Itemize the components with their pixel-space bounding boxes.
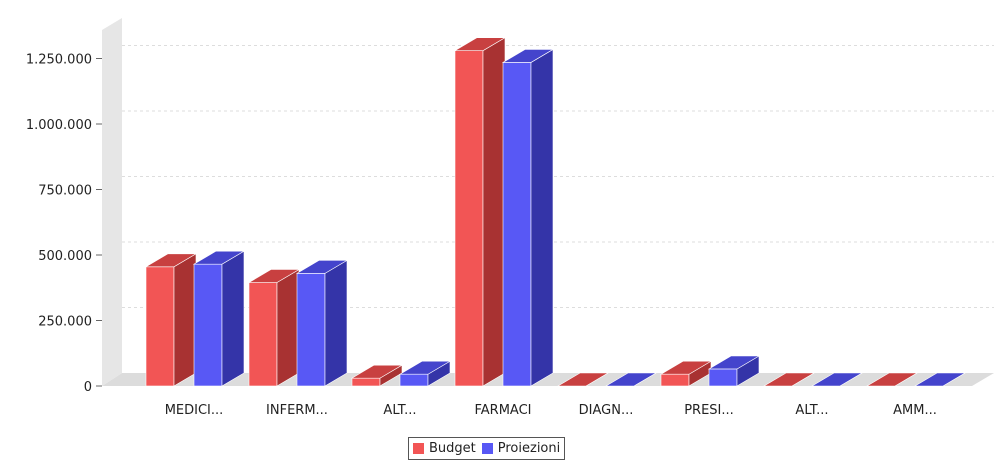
bar-front (660, 373, 690, 387)
y-tick-label: 0 (84, 380, 92, 395)
x-tick-label: DIAGN... (579, 403, 634, 418)
bar-front (708, 368, 738, 387)
bar-proiezioni (501, 48, 555, 387)
bar-budget (659, 360, 713, 387)
y-tick-label: 500.000 (38, 249, 92, 264)
bar-budget (453, 37, 507, 387)
legend-swatch-proiezioni (481, 443, 493, 454)
bar-side (221, 250, 245, 387)
bar-top (810, 372, 864, 387)
bar-budget (762, 372, 816, 387)
bar-front (502, 62, 532, 387)
bar-front (296, 273, 326, 387)
bar-top (604, 372, 658, 387)
bar-side (276, 268, 300, 387)
bar-proiezioni (192, 250, 246, 387)
legend-item-proiezioni: Proiezioni (481, 441, 561, 456)
bar-front (248, 282, 278, 387)
bar-top (865, 372, 919, 387)
bars (144, 37, 967, 387)
x-tick-label: FARMACI (474, 403, 531, 418)
bar-proiezioni (913, 372, 967, 387)
legend-item-budget: Budget (413, 441, 476, 456)
bar-top (144, 253, 198, 268)
bar-budget (144, 253, 198, 387)
bar-top (350, 364, 404, 379)
chart-legend: Budget Proiezioni (408, 437, 566, 460)
y-tick-label: 1.000.000 (26, 118, 92, 133)
x-axis-labels: MEDICI... INFERM... ALT... FARMACI DIAGN... P… (165, 403, 937, 418)
x-tick-label: AMM... (893, 403, 937, 418)
bar-proiezioni (707, 355, 761, 387)
bar-top (501, 49, 555, 63)
legend-swatch-budget (413, 443, 424, 454)
bar-front (399, 373, 429, 387)
y-axis: 0 250.000 500.000 750.000 1.000.000 1.250.000 (26, 53, 102, 395)
bar-top (247, 269, 301, 283)
bar-budget (556, 372, 610, 387)
legend-label-proiezioni: Proiezioni (497, 441, 561, 456)
bar-top (707, 355, 761, 370)
bar-side (173, 253, 197, 387)
bar-front (351, 377, 381, 387)
x-tick-label: ALT... (795, 403, 828, 418)
bar-front (454, 50, 484, 387)
bar-proiezioni (810, 372, 864, 387)
bar-top (398, 360, 452, 375)
bar-top (659, 360, 713, 375)
bar-side (482, 37, 506, 387)
bar-proiezioni (295, 259, 349, 387)
bar-proiezioni (604, 372, 658, 387)
bar-top (192, 250, 246, 265)
bar-side (324, 259, 348, 387)
bar-front (145, 266, 175, 387)
bar-side (530, 48, 554, 387)
x-tick-label: ALT... (383, 403, 416, 418)
grid-lines (122, 45, 994, 308)
bar-budget (865, 372, 919, 387)
bar-front (193, 263, 223, 387)
left-wall (102, 18, 122, 386)
legend-label-budget: Budget (429, 441, 476, 456)
y-tick-label: 250.000 (38, 315, 92, 330)
bar-top (556, 372, 610, 387)
x-tick-label: PRESI... (684, 403, 734, 418)
x-tick-label: MEDICI... (165, 403, 224, 418)
bar-top (295, 260, 349, 274)
bar-budget (350, 364, 404, 387)
y-tick-label: 1.250.000 (26, 53, 92, 68)
bar-top (913, 372, 967, 387)
bar-budget (247, 268, 301, 387)
bar-top (453, 37, 507, 51)
y-tick-label: 750.000 (38, 184, 92, 199)
bar-proiezioni (398, 360, 452, 387)
bar-top (762, 372, 816, 387)
x-tick-label: INFERM... (266, 403, 328, 418)
